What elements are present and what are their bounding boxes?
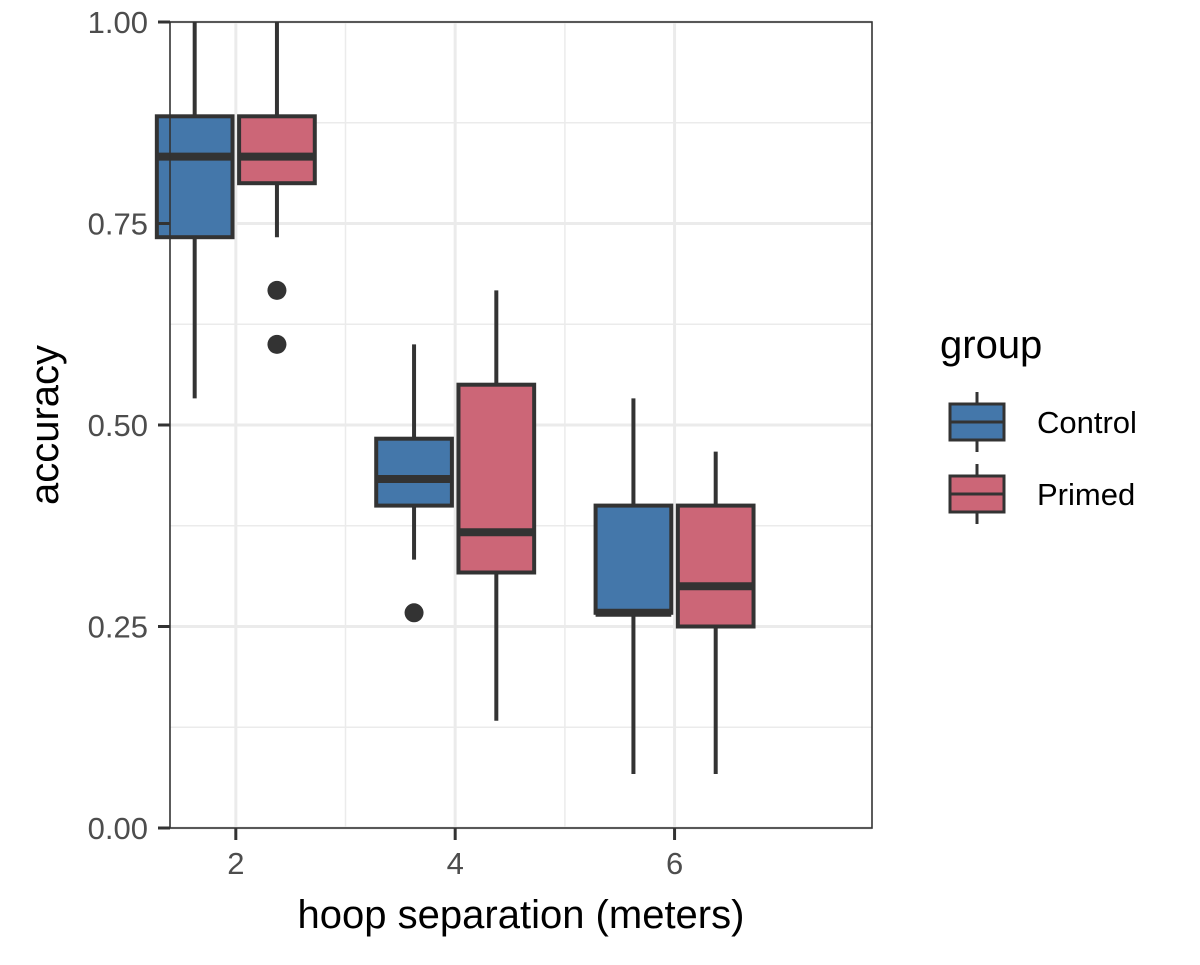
x-tick-label: 2	[227, 846, 244, 881]
box-layer	[154, 22, 756, 774]
y-tick-label: 1.00	[88, 5, 148, 40]
legend-title: group	[940, 323, 1042, 367]
y-axis-title: accuracy	[23, 345, 67, 505]
x-tick-label: 6	[666, 846, 683, 881]
legend: group Control Primed	[940, 323, 1137, 524]
box-primed	[237, 114, 317, 186]
axis-layer: 0.00 0.25 0.50 0.75 1.00 2 4 6	[88, 5, 684, 881]
y-tick-label: 0.50	[88, 408, 148, 443]
legend-label-control: Control	[1037, 405, 1137, 440]
box-primed	[456, 382, 537, 575]
box-primed	[675, 503, 756, 629]
x-axis-title: hoop separation (meters)	[298, 893, 745, 937]
y-tick-label: 0.75	[88, 207, 148, 242]
box-control	[154, 114, 235, 240]
legend-label-primed: Primed	[1037, 477, 1135, 512]
outlier-point	[267, 280, 287, 300]
outlier-point	[404, 603, 424, 623]
x-tick-label: 4	[447, 846, 464, 881]
y-tick-label: 0.00	[88, 811, 148, 846]
box-control	[593, 503, 674, 615]
box-control	[374, 436, 454, 508]
y-tick-label: 0.25	[88, 610, 148, 645]
outlier-point	[267, 334, 287, 354]
